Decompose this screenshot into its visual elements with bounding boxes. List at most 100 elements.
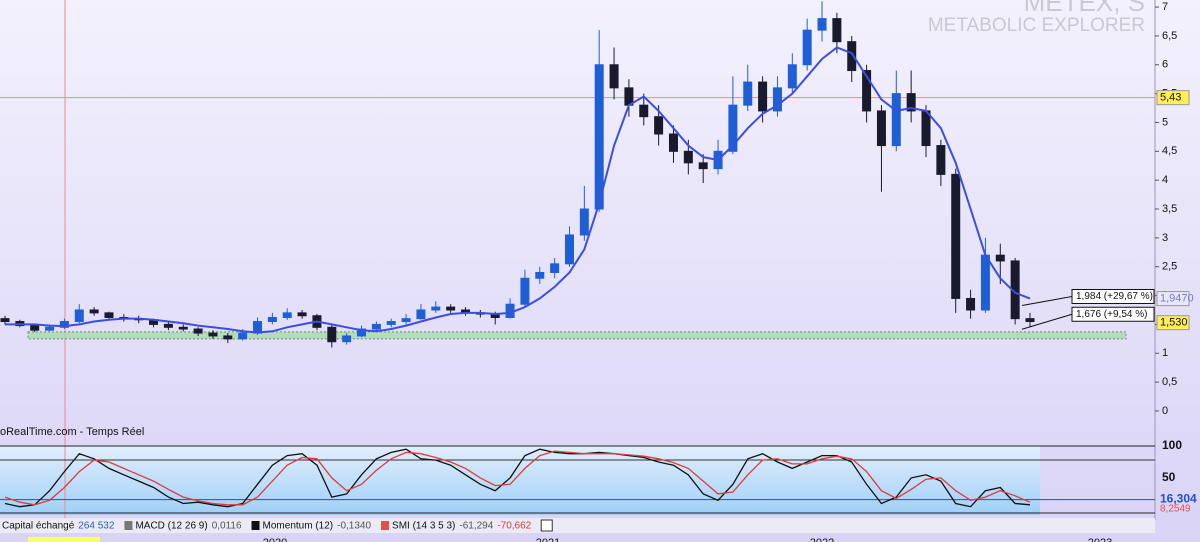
candle-body <box>1025 318 1035 323</box>
candle-body <box>817 18 827 31</box>
candle-body <box>74 309 84 323</box>
x-tick-label: 2022 <box>810 537 834 542</box>
legend-button[interactable] <box>540 519 553 532</box>
candle-body <box>386 321 396 325</box>
candle-body <box>193 328 203 334</box>
candle-body <box>832 18 842 43</box>
candle-body <box>431 306 441 311</box>
osc-last-label: 16,304 <box>1160 492 1197 506</box>
y-tick-label: 1 <box>1162 347 1168 359</box>
y-tick-label: 7 <box>1162 1 1168 13</box>
candle-body <box>802 29 812 66</box>
legend-name: Momentum (12) <box>263 521 334 532</box>
legend-icon <box>251 521 260 530</box>
candle-body <box>862 70 872 112</box>
candle-body <box>936 145 946 175</box>
candle-body <box>921 110 931 147</box>
y-tick-label: 0,5 <box>1162 376 1177 388</box>
legend-value: 264 532 <box>78 521 115 532</box>
candle-body <box>30 325 40 331</box>
y-tick-label: 5 <box>1162 116 1168 128</box>
candle-body <box>297 312 307 317</box>
candle-body <box>654 116 664 135</box>
candle-body <box>579 208 589 236</box>
candle-body <box>267 316 277 323</box>
candle-body <box>163 323 173 328</box>
candle-body <box>966 297 976 311</box>
candle-body <box>520 277 530 305</box>
candle-body <box>282 312 292 318</box>
support-zone <box>27 331 1127 340</box>
legend-icon <box>124 521 133 530</box>
y-tick-label: 3 <box>1162 232 1168 244</box>
candle-body <box>89 309 99 314</box>
candle-body <box>238 332 248 340</box>
candle-body <box>59 321 69 328</box>
date-box <box>28 537 100 542</box>
osc-tick-label: 100 <box>1162 438 1182 452</box>
y-tick-label: 6,5 <box>1162 30 1177 42</box>
y-tick-label: 2,5 <box>1162 261 1177 273</box>
candle-body <box>891 93 901 147</box>
candle-body <box>698 162 708 170</box>
candle-body <box>743 81 753 106</box>
price-tag <box>1156 291 1190 307</box>
candle-body <box>728 104 738 152</box>
candle-body <box>550 263 560 273</box>
legend-bar <box>0 518 1155 533</box>
annotation-label: 1,676 (+9,54 %) <box>1076 309 1147 320</box>
legend-name: SMI (14 3 5 3) <box>392 521 455 532</box>
legend-value: 0,0116 <box>212 521 242 532</box>
price-tag-label: 5,43 <box>1160 92 1181 104</box>
x-tick-label: 2023 <box>1088 537 1112 542</box>
candle-body <box>772 87 782 112</box>
oscillator-line <box>4 448 1031 508</box>
candle-body <box>906 93 916 112</box>
candle-body <box>951 173 961 299</box>
annotation-label: 1,984 (+29,67 %) <box>1076 291 1153 302</box>
candle-body <box>609 64 619 89</box>
candle-body <box>223 335 233 340</box>
watermark-subtitle: METABOLIC EXPLORER <box>928 15 1145 36</box>
candle-body <box>45 326 55 331</box>
y-tick-label: 4,5 <box>1162 145 1177 157</box>
candle-body <box>357 328 367 337</box>
price-tag-label: 1,530 <box>1160 317 1188 329</box>
candle-body <box>758 81 768 112</box>
oscillator-line <box>4 450 1031 506</box>
candle-body <box>416 309 426 320</box>
candle-body <box>178 326 188 330</box>
candle-body <box>594 64 604 210</box>
legend-value: -0,1340 <box>337 521 371 532</box>
candle-body <box>0 318 10 323</box>
candle-body <box>564 234 574 265</box>
candle-body <box>876 110 886 147</box>
candle-body <box>683 150 693 164</box>
candle-body <box>639 104 649 118</box>
annotation-box <box>1071 306 1155 322</box>
osc-last-label: 8,2549 <box>1160 503 1191 514</box>
candle-body <box>995 254 1005 262</box>
price-tag-label: 1,9470 <box>1160 293 1194 305</box>
candle-body <box>535 271 545 279</box>
annotation-line <box>1021 313 1073 330</box>
legend-value: -61,294 <box>459 521 493 532</box>
y-tick-label: 4 <box>1162 174 1168 186</box>
candle-body <box>371 323 381 330</box>
annotation-box <box>1071 288 1155 304</box>
oscillator-background <box>0 446 1040 515</box>
osc-tick-label: 50 <box>1162 470 1176 484</box>
y-tick-label: 3,5 <box>1162 203 1177 215</box>
x-tick-label: 2021 <box>536 537 560 542</box>
legend-name: MACD (12 26 9) <box>135 521 207 532</box>
legend-icon <box>381 521 390 530</box>
candle-body <box>208 332 218 337</box>
candle-body <box>327 326 337 343</box>
candle-body <box>787 64 797 89</box>
moving-average <box>5 46 1031 334</box>
candle-body <box>668 133 678 152</box>
candle-body <box>847 41 857 72</box>
price-tag <box>1156 90 1190 106</box>
candle-body <box>446 306 456 311</box>
